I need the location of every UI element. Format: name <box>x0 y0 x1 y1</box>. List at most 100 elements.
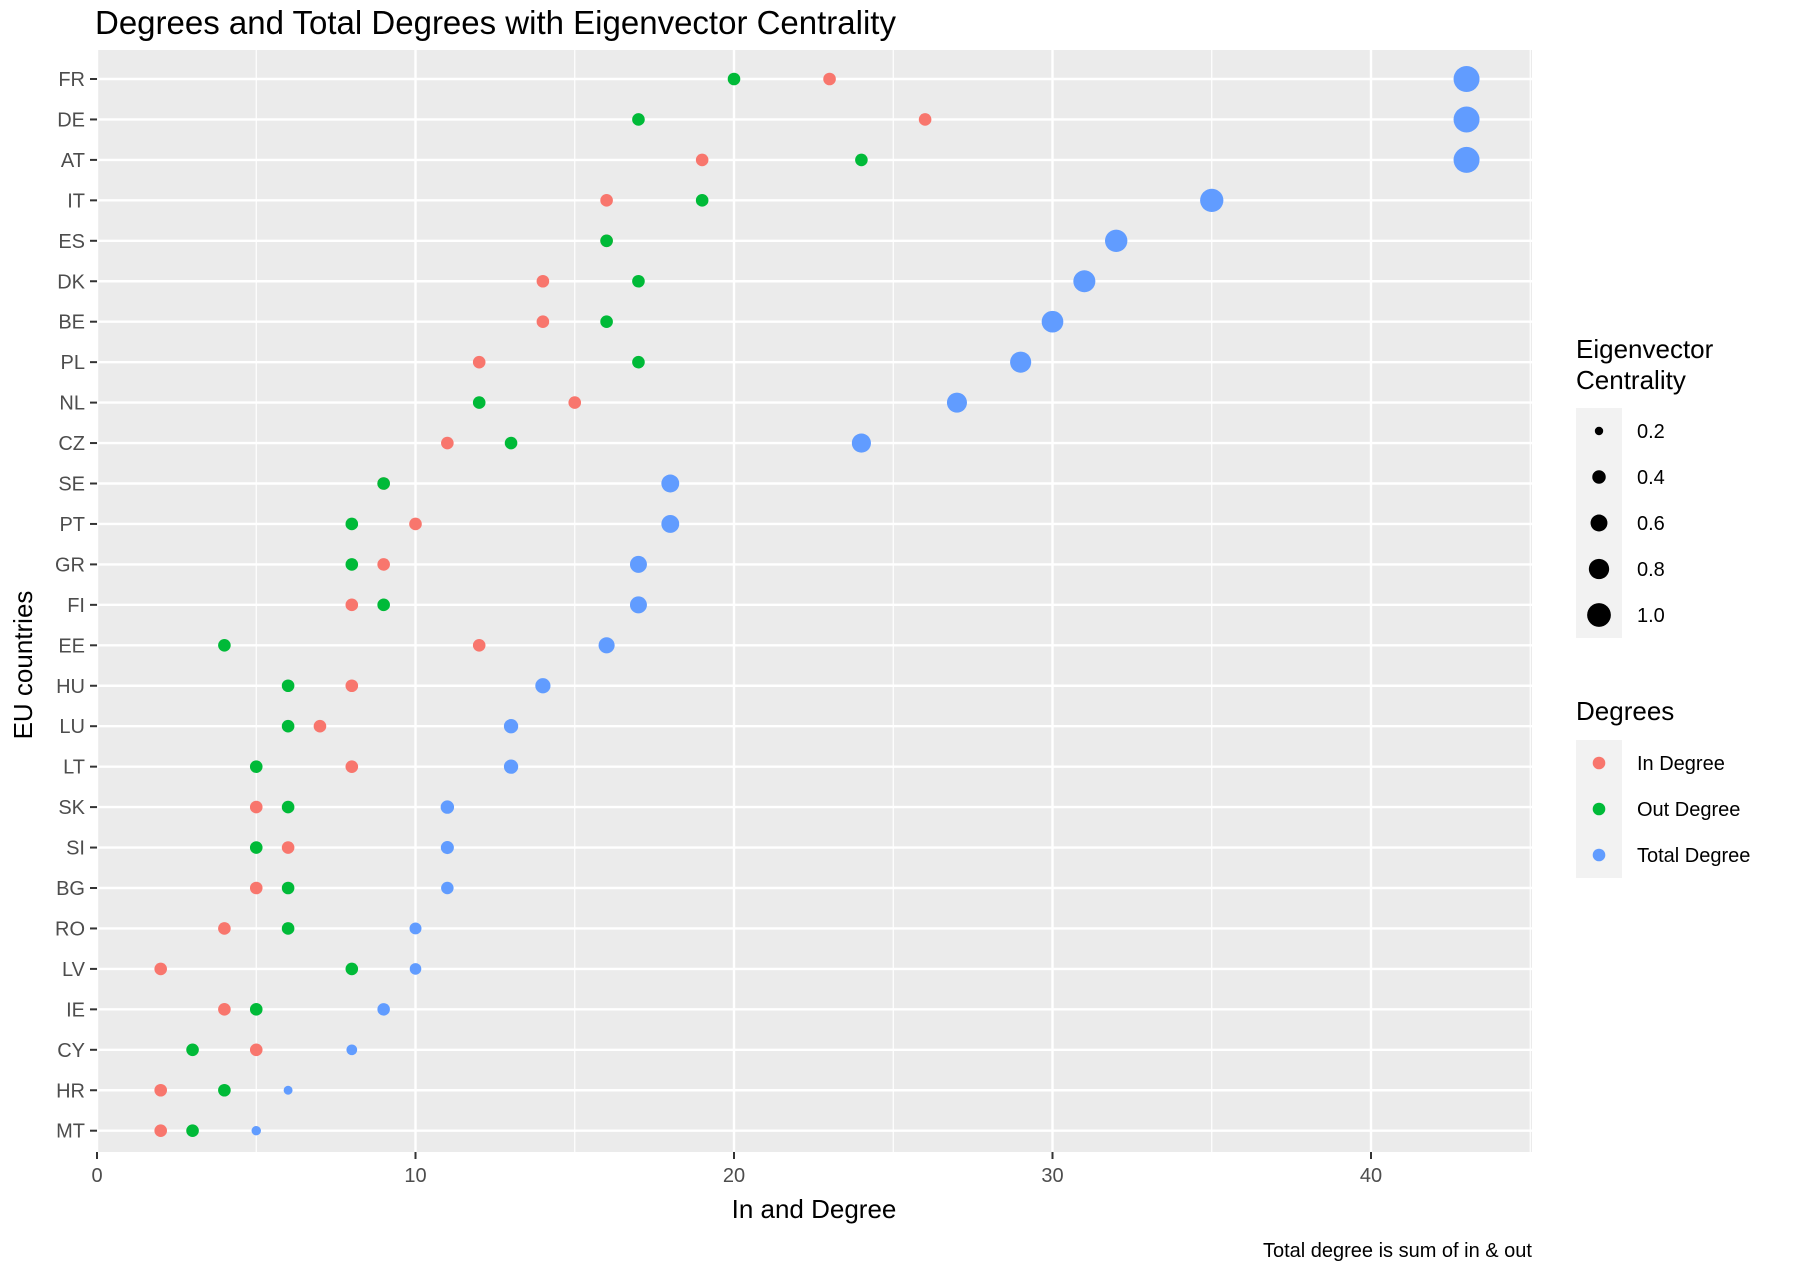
point-total-degree <box>946 392 967 413</box>
point-total-degree <box>629 555 647 573</box>
point-total-degree <box>441 881 454 895</box>
y-tick-label: SE <box>58 474 85 496</box>
y-tick-label: LU <box>59 716 85 738</box>
point-total-degree <box>661 474 680 493</box>
point-total-degree <box>283 1085 293 1095</box>
color-legend-label: In Degree <box>1637 753 1725 775</box>
point-total-degree <box>661 515 680 533</box>
color-legend-label: Total Degree <box>1637 845 1750 867</box>
point-out-degree <box>504 436 518 450</box>
size-legend-label: 0.8 <box>1637 559 1665 581</box>
major-gridlines <box>95 50 1532 1152</box>
point-out-degree <box>281 719 295 733</box>
y-tick-label: PL <box>61 352 85 374</box>
color-legend: Degrees In Degree Out Degree Total Degree <box>1576 696 1750 878</box>
point-out-degree <box>377 477 390 490</box>
point-total-degree <box>535 678 551 694</box>
y-tick-label: NL <box>59 393 85 415</box>
color-legend-dot <box>1592 848 1606 862</box>
y-tick-label: SI <box>66 838 85 860</box>
size-legend-label: 1.0 <box>1637 605 1665 627</box>
chart-title: Degrees and Total Degrees with Eigenvect… <box>95 4 896 41</box>
point-out-degree <box>695 194 709 207</box>
point-out-degree <box>727 72 741 86</box>
x-tick-label: 0 <box>91 1165 102 1187</box>
x-tick-label: 20 <box>723 1165 745 1187</box>
data-points <box>154 66 1480 1137</box>
size-legend-dot <box>1590 514 1608 532</box>
point-out-degree <box>632 274 645 288</box>
point-total-degree <box>1200 188 1224 213</box>
y-tick-label: GR <box>55 554 85 576</box>
point-in-degree <box>918 113 932 126</box>
y-tick-label: CZ <box>58 433 85 455</box>
point-total-degree <box>251 1125 261 1136</box>
point-in-degree <box>249 881 263 895</box>
point-in-degree <box>536 274 550 288</box>
point-total-degree <box>346 1044 358 1056</box>
point-out-degree <box>855 153 868 167</box>
point-in-degree <box>441 436 454 450</box>
point-in-degree <box>695 153 709 167</box>
point-in-degree <box>472 355 486 369</box>
point-in-degree <box>536 315 550 329</box>
point-total-degree <box>503 759 519 774</box>
point-out-degree <box>345 962 359 976</box>
point-in-degree <box>823 72 836 86</box>
point-total-degree <box>1010 351 1032 373</box>
point-out-degree <box>377 598 390 612</box>
point-in-degree <box>345 679 359 693</box>
y-tick-label: BG <box>56 878 85 900</box>
point-total-degree <box>409 963 422 975</box>
point-total-degree <box>629 596 647 614</box>
point-out-degree <box>345 517 359 531</box>
point-in-degree <box>377 558 390 571</box>
point-total-degree <box>503 719 519 734</box>
size-legend-title: Centrality <box>1576 365 1686 395</box>
point-out-degree <box>281 679 295 693</box>
chart-caption: Total degree is sum of in & out <box>1263 1240 1532 1262</box>
y-tick-label: IT <box>67 190 85 212</box>
point-in-degree <box>568 396 582 409</box>
point-in-degree <box>218 922 231 935</box>
point-in-degree <box>409 517 422 531</box>
point-in-degree <box>249 1043 263 1057</box>
point-out-degree <box>218 1083 231 1097</box>
point-total-degree <box>1453 106 1480 133</box>
size-legend-label: 0.4 <box>1637 467 1665 489</box>
point-out-degree <box>472 396 486 409</box>
point-out-degree <box>186 1043 199 1057</box>
y-tick-label: HU <box>56 676 85 698</box>
x-tick-label: 10 <box>404 1165 426 1187</box>
point-total-degree <box>409 922 422 935</box>
plot-panel <box>97 50 1532 1152</box>
point-out-degree <box>218 639 231 652</box>
y-tick-label: IE <box>66 999 85 1021</box>
color-legend-label: Out Degree <box>1637 799 1740 821</box>
point-in-degree <box>218 1003 231 1016</box>
y-tick-label: PT <box>59 514 85 536</box>
y-tick-label: FR <box>58 69 85 91</box>
point-total-degree <box>1105 229 1128 252</box>
point-out-degree <box>600 234 613 248</box>
point-out-degree <box>632 355 645 369</box>
point-in-degree <box>313 719 327 733</box>
point-in-degree <box>249 800 263 814</box>
y-tick-label: LV <box>62 959 86 981</box>
point-total-degree <box>598 637 615 654</box>
y-tick-label: AT <box>61 150 85 172</box>
y-tick-label: DE <box>57 109 85 131</box>
point-in-degree <box>154 962 167 976</box>
point-total-degree <box>1453 146 1480 173</box>
y-tick-label: EE <box>58 635 85 657</box>
y-axis: FR DE AT IT ES DK BE PL NL CZ SE PT GR FI EE HU LU LT SK SI… <box>55 69 97 1143</box>
x-axis-title: In and Degree <box>732 1194 897 1224</box>
point-in-degree <box>472 639 486 652</box>
point-out-degree <box>281 881 295 895</box>
point-out-degree <box>249 1003 263 1016</box>
size-legend-title: Eigenvector <box>1576 334 1714 364</box>
point-total-degree <box>1041 310 1064 333</box>
color-legend-dot <box>1592 756 1606 770</box>
size-legend-label: 0.6 <box>1637 513 1665 535</box>
